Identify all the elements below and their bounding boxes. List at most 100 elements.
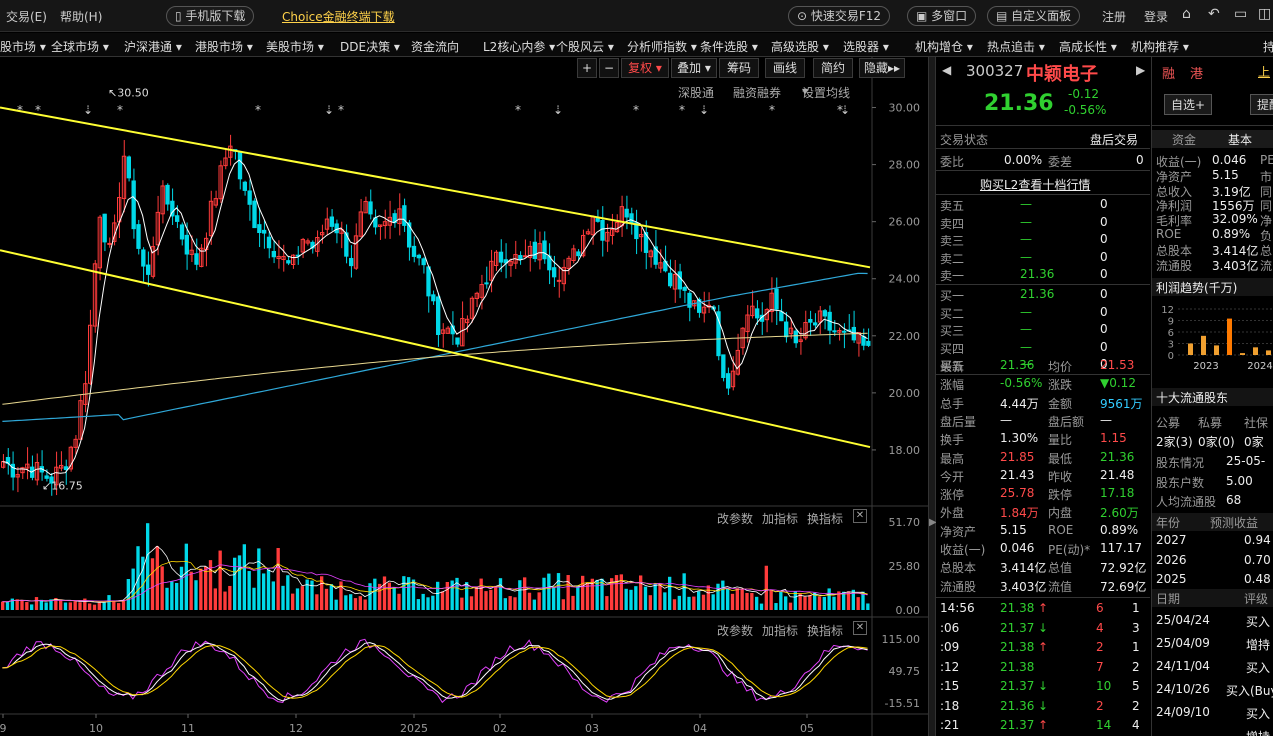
margin-button[interactable]: 融资融券: [733, 86, 782, 100]
register-link[interactable]: 注册: [1102, 10, 1127, 24]
fin-item-row-cell: 同: [1260, 199, 1273, 214]
stat-row-cell: 21.53: [1100, 358, 1135, 372]
kline-chart[interactable]: 30.00 28.00 26.00 24.00 22.00 20.00 18.00 9 10 11…: [0, 57, 928, 736]
draw-line-button[interactable]: 画线: [765, 58, 805, 78]
menu-help[interactable]: 帮助(H): [60, 10, 103, 24]
login-link[interactable]: 登录: [1144, 10, 1169, 24]
menu-item[interactable]: 选股器 ▾: [843, 40, 889, 54]
menu-item[interactable]: 全球市场 ▾: [51, 40, 109, 54]
event-marker: ⇣: [553, 103, 563, 117]
hide-button[interactable]: 隐藏▸▸: [859, 58, 905, 78]
settings-icon[interactable]: ◫: [1258, 6, 1272, 22]
next-stock-icon[interactable]: ▶: [1136, 63, 1146, 77]
rong-badge[interactable]: 融: [1162, 67, 1176, 82]
chart-area[interactable]: 30.00 28.00 26.00 24.00 22.00 20.00 18.00 9 10 11…: [0, 57, 928, 736]
choice-download-link[interactable]: Choice金融终端下载: [282, 10, 395, 24]
menu-item[interactable]: DDE决策 ▾: [340, 40, 400, 54]
quick-trade-button[interactable]: ⊙ 快速交易F12: [788, 6, 891, 26]
multi-window-button[interactable]: ▣ 多窗口: [907, 6, 977, 26]
volume-bar: [320, 576, 324, 610]
zoom-out-button[interactable]: −: [599, 58, 619, 78]
custom-panel-button[interactable]: ▤ 自定义面板: [987, 6, 1081, 26]
menu-item[interactable]: 股市场 ▾: [0, 40, 46, 54]
overlay-button[interactable]: 叠加 ▾: [671, 58, 717, 78]
menu-item[interactable]: 沪深港通 ▾: [124, 40, 182, 54]
mobile-download-label: 手机版下载: [185, 9, 246, 23]
candle-body: [20, 467, 25, 474]
volume-bar: [387, 582, 391, 610]
volume-bar: [126, 579, 130, 610]
y-tick-label: 18.00: [889, 444, 921, 457]
indicator-k-line: [2, 642, 868, 702]
collapse-icon[interactable]: ▶: [929, 517, 937, 528]
candle-body: [49, 476, 54, 484]
finance-tabs[interactable]: 资金 基本: [1152, 130, 1273, 148]
simple-button[interactable]: 简约: [813, 58, 853, 78]
volume-bar: [866, 603, 870, 610]
ind-switch-button[interactable]: 换指标: [807, 624, 844, 638]
stat-row-cell: 外盘: [940, 506, 965, 521]
more-link[interactable]: 上: [1258, 65, 1271, 79]
menu-item[interactable]: 资金流向: [411, 40, 460, 54]
rating-row: 24/10/26 买入(Buy: [1152, 681, 1273, 699]
l2-link-row[interactable]: 购买L2查看十档行情: [936, 175, 1150, 193]
close-icon[interactable]: ✕: [853, 621, 867, 635]
menu-trade[interactable]: 交易(E): [6, 10, 47, 24]
vol-params-button[interactable]: 改参数: [717, 512, 754, 526]
menu-item[interactable]: 个股风云 ▾: [556, 40, 614, 54]
menu-item[interactable]: 美股市场 ▾: [266, 40, 324, 54]
vol-switch-button[interactable]: 换指标: [807, 512, 844, 526]
menu-item[interactable]: L2核心内参 ▾: [483, 40, 556, 54]
close-icon[interactable]: ✕: [853, 509, 867, 523]
ind-y-tick-label: 49.75: [889, 665, 921, 678]
fuquan-button[interactable]: 复权 ▾: [621, 58, 669, 78]
stat-row-cell: 净资产: [940, 524, 977, 539]
x-tick-label: 2025: [400, 722, 428, 735]
menu-item[interactable]: 高成长性 ▾: [1059, 40, 1117, 54]
ind-add-button[interactable]: 加指标: [762, 624, 799, 638]
candle-body: [508, 260, 513, 266]
minimize-icon[interactable]: ▭: [1234, 6, 1248, 22]
candle-body: [503, 259, 508, 264]
ind-params-button[interactable]: 改参数: [717, 624, 754, 638]
zoom-in-button[interactable]: +: [577, 58, 597, 78]
back-icon[interactable]: ↶: [1208, 6, 1220, 22]
menu-item[interactable]: 热点追击 ▾: [987, 40, 1045, 54]
add-watchlist-button[interactable]: 自选+: [1164, 94, 1213, 115]
prev-stock-icon[interactable]: ◀: [942, 63, 952, 77]
candle-body: [634, 222, 639, 240]
candle-body: [257, 224, 262, 234]
vol-add-button[interactable]: 加指标: [762, 512, 799, 526]
fin-item-row-cell: 总: [1260, 243, 1273, 258]
tick-row: :21 21.37 ↑ 14 4: [936, 717, 1150, 735]
chips-button[interactable]: 筹码: [719, 58, 759, 78]
mobile-download-button[interactable]: ▯ 手机版下载: [166, 6, 255, 26]
candle-body: [455, 337, 460, 345]
candle-body: [97, 216, 102, 269]
hsgt-button[interactable]: 深股通: [678, 86, 715, 100]
candle-body: [697, 299, 702, 313]
volume-bar: [189, 571, 193, 610]
home-icon[interactable]: ⌂: [1182, 6, 1191, 22]
menu-item[interactable]: 分析师指数 ▾: [627, 40, 697, 54]
reminder-button[interactable]: 提醒: [1250, 94, 1273, 115]
menu-item[interactable]: 条件选股 ▾: [700, 40, 758, 54]
fin-item-row-cell: 0.89%: [1212, 227, 1251, 241]
menu-item[interactable]: 持: [1263, 40, 1273, 54]
volume-bar: [68, 602, 72, 610]
stat-row: 今开 21.43 昨收 21.48: [936, 467, 1150, 485]
candle-body: [556, 279, 562, 282]
menu-item[interactable]: 机构推荐 ▾: [1131, 40, 1189, 54]
volume-bar: [842, 591, 846, 610]
menu-item[interactable]: 港股市场 ▾: [195, 40, 253, 54]
panel-splitter[interactable]: ▶: [928, 57, 937, 736]
menu-item[interactable]: 高级选股 ▾: [771, 40, 829, 54]
volume-bar: [242, 544, 246, 610]
menu-item[interactable]: 机构增仓 ▾: [915, 40, 973, 54]
candle-body: [629, 213, 634, 224]
gang-badge[interactable]: 港: [1190, 67, 1204, 82]
forecast-header-cell: 年份: [1156, 516, 1181, 530]
vol-ma5-line: [2, 545, 868, 603]
candle-body: [542, 240, 547, 260]
